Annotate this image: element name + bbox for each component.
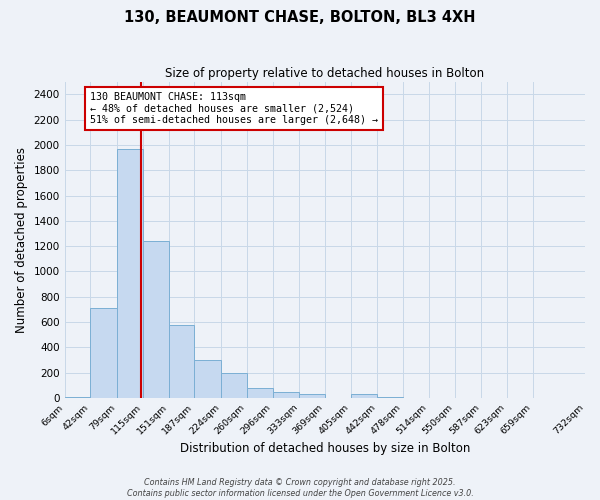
- Bar: [143, 241, 169, 398]
- Text: 130 BEAUMONT CHASE: 113sqm
← 48% of detached houses are smaller (2,524)
51% of s: 130 BEAUMONT CHASE: 113sqm ← 48% of deta…: [91, 92, 379, 125]
- Bar: [91, 308, 117, 398]
- Bar: [194, 360, 221, 398]
- Bar: [272, 392, 299, 398]
- Bar: [117, 148, 143, 398]
- Title: Size of property relative to detached houses in Bolton: Size of property relative to detached ho…: [165, 68, 484, 80]
- Bar: [350, 394, 377, 398]
- Y-axis label: Number of detached properties: Number of detached properties: [15, 147, 28, 333]
- X-axis label: Distribution of detached houses by size in Bolton: Distribution of detached houses by size …: [179, 442, 470, 455]
- Bar: [221, 372, 247, 398]
- Bar: [65, 396, 91, 398]
- Text: 130, BEAUMONT CHASE, BOLTON, BL3 4XH: 130, BEAUMONT CHASE, BOLTON, BL3 4XH: [124, 10, 476, 25]
- Bar: [247, 388, 272, 398]
- Text: Contains HM Land Registry data © Crown copyright and database right 2025.
Contai: Contains HM Land Registry data © Crown c…: [127, 478, 473, 498]
- Bar: [169, 325, 194, 398]
- Bar: [299, 394, 325, 398]
